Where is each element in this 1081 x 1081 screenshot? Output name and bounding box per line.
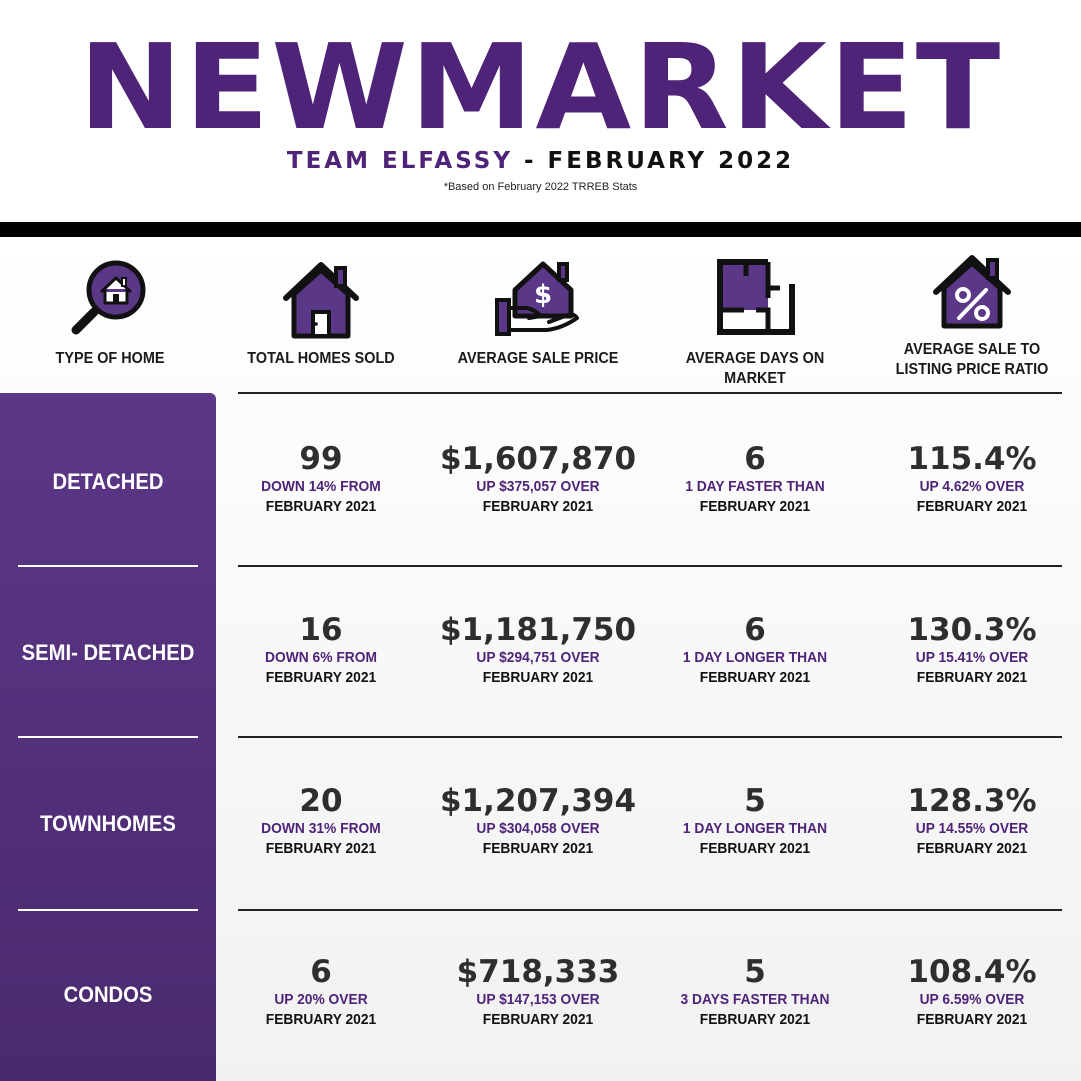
- stat-cell-sold: 20 DOWN 31% FROM FEBRUARY 2021: [231, 783, 411, 859]
- house-dollar-hand-icon: $: [495, 261, 579, 336]
- stat-value: 20: [299, 783, 343, 819]
- stat-reference: FEBRUARY 2021: [482, 840, 594, 857]
- stat-cell-price: $718,333 UP $147,153 OVER FEBRUARY 2021: [438, 954, 638, 1030]
- stat-reference: FEBRUARY 2021: [265, 1011, 377, 1028]
- stat-cell-price: $1,181,750 UP $294,751 OVER FEBRUARY 202…: [438, 612, 638, 688]
- stat-value: 6: [310, 954, 332, 990]
- stat-cell-ratio: 115.4% UP 4.62% OVER FEBRUARY 2021: [872, 441, 1072, 517]
- stat-cell-days: 5 1 DAY LONGER THAN FEBRUARY 2021: [655, 783, 855, 859]
- subtitle-separator: -: [512, 148, 548, 174]
- table-divider: [238, 736, 1062, 738]
- stat-reference: FEBRUARY 2021: [482, 498, 594, 515]
- stat-cell-days: 5 3 DAYS FASTER THAN FEBRUARY 2021: [655, 954, 855, 1030]
- stat-reference: FEBRUARY 2021: [482, 1011, 594, 1028]
- report-period: FEBRUARY 2022: [547, 148, 795, 174]
- stat-reference: FEBRUARY 2021: [916, 669, 1028, 686]
- stat-reference: FEBRUARY 2021: [916, 840, 1028, 857]
- floor-plan-icon: [717, 259, 795, 335]
- stat-reference: FEBRUARY 2021: [699, 669, 811, 686]
- stat-value: 5: [744, 783, 766, 819]
- stat-cell-ratio: 130.3% UP 15.41% OVER FEBRUARY 2021: [872, 612, 1072, 688]
- stat-value: $1,181,750: [439, 612, 637, 648]
- stat-change: UP 15.41% OVER: [915, 649, 1029, 666]
- stat-change: 1 DAY FASTER THAN: [685, 478, 825, 495]
- stat-value: 6: [744, 612, 766, 648]
- sidebar-divider: [18, 736, 198, 738]
- col-header-total-homes-sold: TOTAL HOMES SOLD: [247, 350, 395, 367]
- stat-reference: FEBRUARY 2021: [916, 498, 1028, 515]
- stat-reference: FEBRUARY 2021: [265, 498, 377, 515]
- stat-change: 1 DAY LONGER THAN: [682, 649, 828, 666]
- row-label-semi-detached: SEMI- DETACHED: [21, 640, 195, 665]
- stat-value: $1,607,870: [439, 441, 637, 477]
- house-percent-icon: [933, 255, 1011, 329]
- col-header-average-days-on-market: AVERAGE DAYS ON MARKET: [685, 350, 825, 387]
- stat-value: 108.4%: [907, 954, 1037, 990]
- stat-value: $718,333: [456, 954, 620, 990]
- svg-text:$: $: [534, 280, 552, 310]
- stat-change: 1 DAY LONGER THAN: [682, 820, 828, 837]
- stat-reference: FEBRUARY 2021: [265, 669, 377, 686]
- table-divider: [238, 565, 1062, 567]
- table-divider: [238, 909, 1062, 911]
- stat-value: 16: [299, 612, 343, 648]
- col-header-type-of-home: TYPE OF HOME: [55, 350, 165, 367]
- stat-reference: FEBRUARY 2021: [265, 840, 377, 857]
- row-label-townhomes: TOWNHOMES: [40, 811, 176, 836]
- col-header-sale-to-list-ratio: AVERAGE SALE TO LISTING PRICE RATIO: [895, 341, 1049, 378]
- stat-cell-ratio: 108.4% UP 6.59% OVER FEBRUARY 2021: [872, 954, 1072, 1030]
- stat-change: UP 4.62% OVER: [919, 478, 1025, 495]
- col-header-average-sale-price: AVERAGE SALE PRICE: [457, 350, 619, 367]
- stat-change: DOWN 14% FROM: [261, 478, 381, 495]
- stat-change: DOWN 31% FROM: [261, 820, 381, 837]
- row-label-detached: DETACHED: [52, 469, 164, 494]
- stat-change: UP 20% OVER: [274, 991, 368, 1008]
- sidebar-divider: [18, 565, 198, 567]
- page-subtitle: TEAM ELFASSY - FEBRUARY 2022: [0, 145, 1081, 177]
- stat-cell-days: 6 1 DAY FASTER THAN FEBRUARY 2021: [655, 441, 855, 517]
- row-label-condos: CONDOS: [63, 982, 153, 1007]
- sidebar-divider: [18, 909, 198, 911]
- stat-value: 130.3%: [907, 612, 1037, 648]
- stat-change: UP $147,153 OVER: [476, 991, 600, 1008]
- stat-change: UP $375,057 OVER: [476, 478, 600, 495]
- stat-reference: FEBRUARY 2021: [699, 840, 811, 857]
- stat-reference: FEBRUARY 2021: [699, 498, 811, 515]
- stat-reference: FEBRUARY 2021: [699, 1011, 811, 1028]
- divider-bar: [0, 222, 1081, 237]
- stat-change: DOWN 6% FROM: [265, 649, 377, 666]
- stat-change: UP $304,058 OVER: [476, 820, 600, 837]
- stat-value: 6: [744, 441, 766, 477]
- stat-value: 128.3%: [907, 783, 1037, 819]
- team-name: TEAM ELFASSY: [286, 148, 513, 174]
- stat-cell-days: 6 1 DAY LONGER THAN FEBRUARY 2021: [655, 612, 855, 688]
- stat-cell-ratio: 128.3% UP 14.55% OVER FEBRUARY 2021: [872, 783, 1072, 859]
- stat-cell-price: $1,607,870 UP $375,057 OVER FEBRUARY 202…: [438, 441, 638, 517]
- house-icon: [283, 262, 359, 339]
- footnote: *Based on February 2022 TRREB Stats: [443, 181, 638, 193]
- page-title: NEWMARKET: [78, 18, 1003, 156]
- stat-change: UP 6.59% OVER: [919, 991, 1025, 1008]
- stat-cell-sold: 6 UP 20% OVER FEBRUARY 2021: [231, 954, 411, 1030]
- stat-change: UP 14.55% OVER: [915, 820, 1029, 837]
- stat-value: 115.4%: [907, 441, 1037, 477]
- stat-change: UP $294,751 OVER: [476, 649, 600, 666]
- stat-value: 99: [299, 441, 343, 477]
- stat-cell-price: $1,207,394 UP $304,058 OVER FEBRUARY 202…: [438, 783, 638, 859]
- stat-reference: FEBRUARY 2021: [482, 669, 594, 686]
- stat-change: 3 DAYS FASTER THAN: [680, 991, 830, 1008]
- stat-value: $1,207,394: [439, 783, 637, 819]
- stat-cell-sold: 99 DOWN 14% FROM FEBRUARY 2021: [231, 441, 411, 517]
- house-magnifier-icon: [71, 260, 146, 335]
- header: NEWMARKET TEAM ELFASSY - FEBRUARY 2022 *…: [0, 0, 1081, 222]
- stat-reference: FEBRUARY 2021: [916, 1011, 1028, 1028]
- stat-cell-sold: 16 DOWN 6% FROM FEBRUARY 2021: [231, 612, 411, 688]
- stat-value: 5: [744, 954, 766, 990]
- table-divider: [238, 392, 1062, 394]
